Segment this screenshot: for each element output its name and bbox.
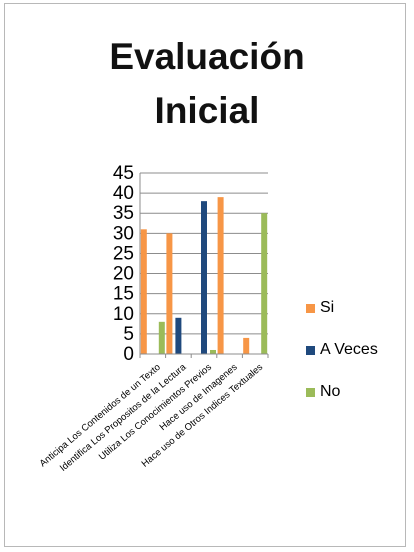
legend-item-si: Si [306, 298, 334, 318]
x-tick-labels: Anticipa Los Contenidos de un TextoIdent… [38, 361, 266, 473]
bar-si [166, 233, 173, 354]
y-tick-label: 10 [113, 304, 134, 325]
legend-label: Si [320, 299, 335, 316]
bar-si [217, 197, 224, 354]
legend-label: No [320, 383, 341, 400]
legend-item-a-veces: A Veces [306, 340, 378, 360]
bar-si [243, 337, 250, 354]
chart-title: Evaluación Inicial [109, 36, 305, 131]
y-tick-label: 5 [123, 324, 134, 345]
legend-swatch [306, 345, 315, 355]
legend-item-no: No [306, 382, 340, 402]
y-tick-label: 45 [113, 163, 134, 184]
bar-a-veces [175, 317, 182, 354]
y-tick-label: 35 [113, 203, 134, 224]
bar-no [210, 349, 216, 354]
y-tick-label: 15 [113, 284, 134, 305]
y-tick-label: 25 [113, 243, 134, 264]
axes [139, 173, 269, 358]
y-tick-label: 20 [113, 264, 134, 285]
bar-si [140, 229, 147, 354]
bars [140, 197, 268, 354]
bar-a-veces [201, 201, 207, 354]
y-tick-label: 30 [113, 223, 134, 244]
y-tick-label: 40 [113, 183, 134, 204]
bar-no [158, 321, 165, 354]
bar-no [261, 213, 268, 354]
legend-swatch [306, 303, 315, 313]
legend-swatch [306, 387, 315, 397]
y-tick-label: 0 [123, 344, 134, 365]
legend-label: A Veces [320, 341, 378, 358]
